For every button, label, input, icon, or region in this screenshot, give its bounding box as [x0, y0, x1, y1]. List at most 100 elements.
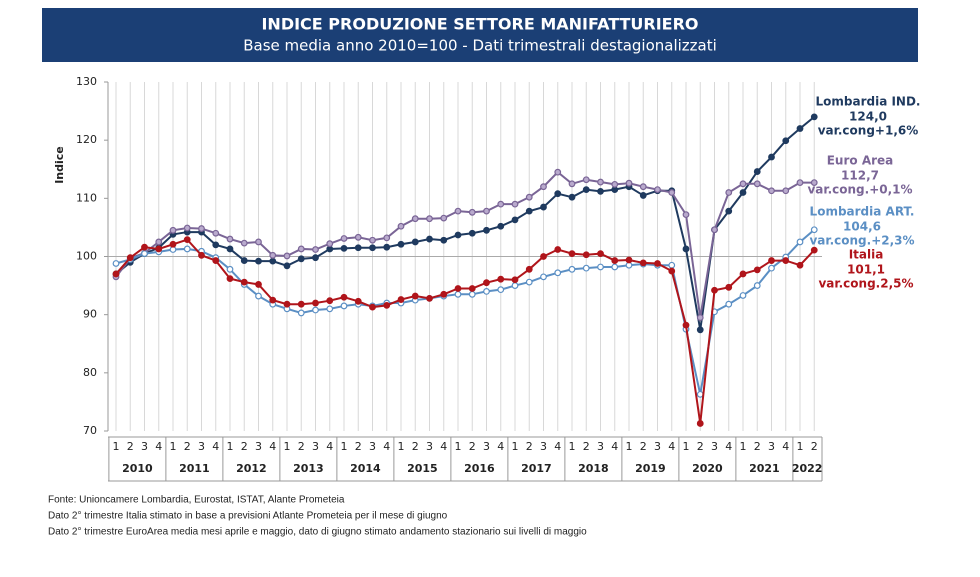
marker	[611, 257, 619, 264]
marker	[582, 264, 590, 272]
marker	[497, 286, 505, 294]
x-tick-label: 2	[184, 440, 191, 453]
marker	[468, 290, 476, 298]
value-label: 101,1	[847, 263, 885, 277]
x-tick-label: 3	[369, 440, 376, 453]
marker	[411, 238, 419, 246]
x-tick-label: 1	[398, 440, 405, 453]
marker	[582, 251, 590, 259]
marker	[753, 168, 761, 175]
marker	[297, 300, 305, 308]
marker	[768, 153, 775, 161]
x-tick-label: 4	[554, 440, 561, 453]
year-label: 2018	[578, 462, 609, 475]
marker	[682, 245, 690, 253]
marker	[454, 231, 462, 239]
marker	[340, 293, 348, 301]
x-tick-label: 3	[255, 440, 262, 453]
x-tick-label: 2	[640, 440, 647, 453]
marker	[739, 270, 747, 278]
marker	[212, 257, 220, 264]
y-axis-label: Indice	[53, 146, 66, 184]
series-line	[115, 170, 815, 318]
x-tick-label: 2	[298, 440, 305, 453]
marker	[340, 244, 348, 252]
x-tick-label: 2	[355, 440, 362, 453]
x-tick-label: 1	[569, 440, 576, 453]
y-tick-label: 100	[76, 250, 97, 263]
x-tick-label: 1	[797, 440, 804, 453]
marker	[198, 251, 205, 259]
value-label: 112,7	[841, 169, 879, 183]
x-tick-label: 3	[198, 440, 205, 453]
marker	[668, 267, 676, 275]
marker	[326, 297, 334, 305]
marker	[753, 282, 761, 289]
x-tick-label: 1	[683, 440, 690, 453]
marker	[297, 255, 305, 263]
marker	[383, 234, 391, 242]
marker	[255, 238, 262, 246]
marker	[554, 246, 562, 253]
marker	[782, 187, 790, 195]
marker	[582, 186, 590, 194]
marker	[326, 240, 334, 248]
y-tick-label: 130	[76, 75, 97, 88]
x-tick-label: 1	[626, 440, 633, 453]
marker	[625, 256, 633, 264]
marker	[155, 238, 163, 246]
marker	[397, 222, 405, 230]
x-tick-label: 1	[227, 440, 234, 453]
year-label: 2017	[521, 462, 552, 475]
year-label: 2019	[635, 462, 666, 475]
x-tick-label: 3	[597, 440, 604, 453]
marker	[454, 285, 462, 292]
marker	[326, 305, 334, 313]
marker	[354, 233, 362, 241]
marker	[753, 266, 761, 274]
marker	[611, 263, 619, 271]
marker	[511, 282, 519, 289]
marker	[768, 187, 775, 195]
marker	[426, 294, 433, 302]
marker	[639, 259, 647, 267]
marker	[312, 299, 319, 307]
x-tick-label: 3	[141, 440, 148, 453]
x-tick-label: 4	[440, 440, 447, 453]
y-tick-label: 70	[83, 424, 97, 437]
marker	[725, 283, 733, 291]
marker	[112, 270, 120, 278]
series-name: Lombardia IND.	[815, 95, 920, 109]
marker	[639, 183, 647, 191]
marker	[540, 183, 547, 191]
marker	[468, 229, 476, 237]
marker	[782, 257, 790, 264]
marker	[568, 265, 576, 273]
marker	[255, 281, 262, 288]
marker	[483, 207, 490, 215]
marker	[312, 254, 319, 262]
marker	[483, 226, 490, 234]
x-tick-label: 1	[341, 440, 348, 453]
year-label: 2020	[692, 462, 723, 475]
marker	[554, 168, 562, 176]
marker	[383, 243, 391, 251]
marker	[639, 192, 647, 199]
marker	[440, 290, 448, 298]
marker	[725, 300, 733, 308]
marker	[525, 207, 533, 215]
value-label: 104,6	[843, 220, 881, 234]
marker	[240, 278, 248, 286]
y-tick-label: 90	[83, 308, 97, 321]
marker	[810, 113, 818, 121]
marker	[369, 236, 376, 244]
marker	[568, 193, 576, 201]
x-tick-label: 2	[127, 440, 134, 453]
marker	[183, 245, 191, 253]
x-tick-label: 2	[583, 440, 590, 453]
marker	[568, 180, 576, 188]
marker	[340, 235, 348, 242]
marker	[497, 222, 505, 230]
x-tick-label: 1	[170, 440, 177, 453]
